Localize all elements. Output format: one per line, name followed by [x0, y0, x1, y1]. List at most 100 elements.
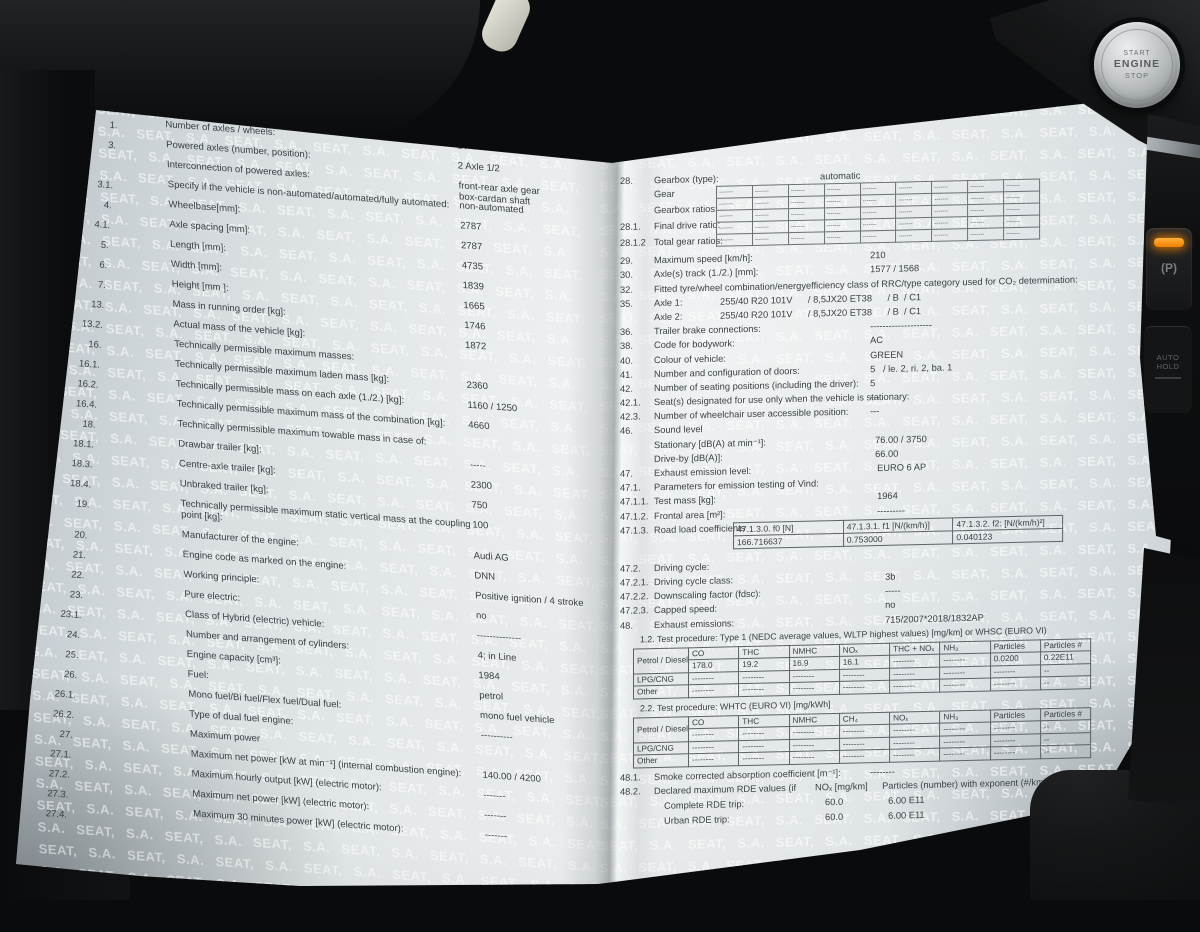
road-load-value: 0.753000: [843, 530, 953, 547]
emissions-value: --------: [939, 665, 991, 680]
gear-ratio-cell: -------: [931, 204, 968, 218]
item-label: Driving cycle:: [654, 561, 710, 573]
emissions-value: --------: [738, 751, 790, 766]
emissions-col-header: NH₃: [939, 640, 991, 655]
emissions-col-header: NOₓ: [839, 642, 890, 657]
engine-start-stop-button: START ENGINE STOP: [1094, 22, 1180, 108]
emissions-row-header: Petrol / Diesel: [633, 716, 689, 743]
item-number: 41.: [620, 369, 633, 380]
emissions-value: --------: [738, 726, 790, 741]
gear-ratio-cell: -------: [752, 220, 789, 234]
emissions-value: 16.1: [839, 655, 890, 670]
item-number: [620, 440, 652, 441]
item-label: Exhaust emission level:: [654, 465, 752, 479]
item-value: --------: [870, 766, 895, 777]
item-value: 210: [870, 250, 886, 261]
item-number: [620, 312, 652, 313]
item-value: 1964: [877, 490, 898, 502]
emissions-value: --: [1040, 719, 1091, 734]
gear-ratio-cell: -------: [895, 193, 932, 207]
gear-ratio-cell: -------: [788, 208, 825, 221]
gear-ratio-cell: -------: [967, 227, 1004, 241]
gear-ratio-cell: -------: [1003, 203, 1040, 216]
emissions-value: --------: [939, 678, 991, 692]
item-value: automatic: [820, 170, 861, 182]
emissions-col-header: CO: [688, 715, 739, 729]
gear-ratio-cell: -------: [716, 197, 753, 211]
gear-ratio-cell: -------: [752, 184, 789, 198]
gear-ratio-cell: -------: [931, 216, 968, 230]
emissions-value: --------: [688, 727, 739, 742]
item-value: ---: [870, 392, 880, 403]
item-label: Axle(s) track (1./2.) [mm]:: [654, 267, 759, 280]
gear-ratio-cell: -------: [895, 205, 932, 219]
item-label: Sound level: [654, 424, 703, 436]
parking-brake-icon: (P): [1161, 261, 1177, 275]
item-label: Driving cycle class:: [654, 575, 734, 588]
gear-ratio-cell: -------: [716, 233, 753, 247]
emissions-value: --------: [789, 750, 840, 765]
item-label: Fuel:: [187, 668, 210, 682]
gear-ratio-cell: -------: [788, 232, 825, 245]
item-label: Declared maximum RDE values (if: [654, 782, 797, 796]
emissions-value: --------: [889, 654, 940, 668]
item-label: Capped speed:: [654, 603, 718, 616]
emissions-col-header: CO: [688, 646, 739, 661]
gear-ratio-cell: -------: [1003, 227, 1040, 240]
emissions-value: --------: [939, 747, 991, 761]
item-value: 2 / 4: [456, 140, 476, 153]
item-label: Gearbox ratios:: [654, 203, 718, 216]
item-number: 35.: [620, 298, 633, 309]
rde-col-header: NOₓ [mg/km]: [815, 781, 868, 793]
item-value: 5 / le. 2, ri. 2, ba. 1: [870, 362, 953, 374]
item-value: 715/2007*2018/1832AP: [885, 612, 984, 625]
gear-ratio-cell: -------: [716, 185, 753, 199]
gear-ratio-cell: -------: [931, 228, 968, 242]
item-label: Pure electric:: [184, 588, 241, 604]
item-number: 28.1.2: [620, 237, 646, 249]
emissions-col-header: Particles: [990, 639, 1041, 654]
item-value: ---: [870, 406, 880, 417]
emissions-col-header: NMHC: [789, 713, 840, 727]
item-number: 27.4.: [45, 808, 68, 821]
certificate-of-conformity-document: SEAT, S.A. SEAT, S.A. SEAT, S.A. SEAT, S…: [16, 103, 1192, 886]
item-label: Axle 2:: [654, 311, 683, 323]
item-value: 76.00 / 3750: [875, 433, 927, 445]
gear-ratio-cell: -------: [860, 194, 896, 208]
item-value: no: [885, 599, 896, 611]
item-number: 48.1.: [620, 772, 641, 783]
emissions-col-header: NMHC: [789, 644, 840, 658]
emissions-value: --------: [839, 749, 890, 764]
emissions-value: --------: [839, 667, 890, 682]
gear-ratio-cell: -------: [788, 196, 825, 209]
gear-ratio-cell: -------: [967, 191, 1004, 205]
parking-brake-button: (P): [1146, 228, 1192, 310]
emissions-value: --------: [789, 669, 840, 683]
gear-ratio-cell: -------: [788, 220, 825, 233]
item-value: ---------: [877, 505, 905, 516]
item-label: Maximum speed [km/h]:: [654, 253, 753, 266]
item-label: Downscaling factor (fdsc):: [654, 588, 761, 602]
item-value: 5: [870, 378, 876, 389]
item-label: Total gear ratios:: [654, 235, 723, 248]
item-value: 60.0: [825, 796, 844, 808]
auto-hold-underline: [1155, 377, 1181, 379]
item-number: 47.2.3.: [620, 605, 649, 617]
item-number: 32.: [620, 284, 633, 295]
gear-ratio-cell: -------: [895, 229, 932, 243]
emissions-table-whtc: Petrol / Diesel CO THC NMHC CH₄ NOₓ NH₃ Particl…: [633, 707, 1091, 768]
auto-hold-label: AUTO HOLD: [1156, 353, 1180, 371]
parking-brake-indicator-light: [1154, 238, 1184, 247]
item-number: 28.1.: [620, 221, 641, 233]
item-number: 42.: [620, 383, 633, 394]
gear-ratio-cell: -------: [860, 218, 896, 232]
item-number: 46.: [620, 426, 633, 437]
emissions-col-header: Particles #: [1040, 638, 1091, 653]
item-number: 28.: [620, 175, 633, 186]
gear-ratio-cell: -------: [1003, 179, 1040, 192]
emissions-value: --------: [990, 664, 1041, 679]
emissions-value: --------: [789, 738, 840, 752]
item-label: Width [mm]:: [170, 258, 223, 274]
emissions-col-header: NH₃: [939, 709, 991, 724]
item-value: GREEN: [870, 349, 904, 360]
